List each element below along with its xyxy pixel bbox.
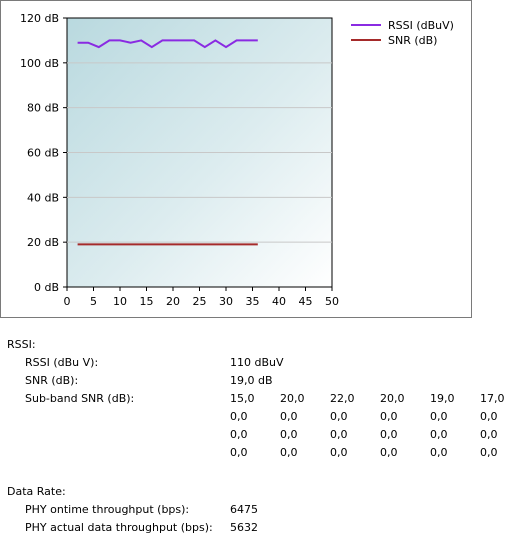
y-tick-label: 40 dB bbox=[27, 191, 59, 204]
subband-snr-cell: 0,0 bbox=[280, 410, 298, 423]
snr-value: 19,0 dB bbox=[230, 374, 273, 387]
phy-ontime-throughput-value: 6475 bbox=[230, 503, 258, 516]
rssi-section-title: RSSI: bbox=[7, 338, 36, 351]
data-rate-section-title: Data Rate: bbox=[7, 485, 66, 498]
y-tick-label: 120 dB bbox=[20, 12, 59, 25]
phy-actual-throughput-value: 5632 bbox=[230, 521, 258, 534]
y-tick-label: 20 dB bbox=[27, 236, 59, 249]
subband-snr-cell: 0,0 bbox=[480, 446, 498, 459]
y-tick-label: 100 dB bbox=[20, 57, 59, 70]
rssi-value: 110 dBuV bbox=[230, 356, 284, 369]
subband-snr-cell: 0,0 bbox=[380, 446, 398, 459]
subband-snr-cell: 0,0 bbox=[330, 410, 348, 423]
x-tick-label: 5 bbox=[90, 295, 97, 308]
x-tick-label: 10 bbox=[113, 295, 127, 308]
subband-snr-cell: 0,0 bbox=[380, 410, 398, 423]
subband-snr-cell: 15,0 bbox=[230, 392, 255, 405]
legend: RSSI (dBuV) SNR (dB) bbox=[351, 19, 454, 47]
x-tick-label: 50 bbox=[325, 295, 339, 308]
snr-label: SNR (dB): bbox=[25, 374, 79, 387]
x-tick-label: 45 bbox=[299, 295, 313, 308]
rssi-snr-chart: 0 dB 20 dB 40 dB 60 dB 80 dB 100 dB 120 dB 0 5 10… bbox=[20, 12, 454, 308]
axes: 0 dB 20 dB 40 dB 60 dB 80 dB 100 dB 120 dB 0 5 10… bbox=[20, 12, 339, 308]
subband-snr-cell: 0,0 bbox=[430, 446, 448, 459]
subband-snr-cell: 0,0 bbox=[480, 410, 498, 423]
subband-snr-cell: 0,0 bbox=[280, 428, 298, 441]
subband-snr-cell: 0,0 bbox=[280, 446, 298, 459]
x-tick-label: 0 bbox=[64, 295, 71, 308]
y-tick-label: 80 dB bbox=[27, 102, 59, 115]
subband-snr-cell: 20,0 bbox=[280, 392, 305, 405]
subband-snr-cell: 20,0 bbox=[380, 392, 405, 405]
series bbox=[77, 39, 258, 246]
grid bbox=[67, 62, 332, 243]
x-tick-label: 30 bbox=[219, 295, 233, 308]
subband-snr-cell: 0,0 bbox=[230, 410, 248, 423]
subband-snr-cell: 19,0 bbox=[430, 392, 455, 405]
subband-snr-cell: 0,0 bbox=[480, 428, 498, 441]
x-tick-label: 15 bbox=[140, 295, 154, 308]
subband-snr-cell: 0,0 bbox=[380, 428, 398, 441]
subband-snr-cell: 0,0 bbox=[430, 428, 448, 441]
chart-panel: 0 dB 20 dB 40 dB 60 dB 80 dB 100 dB 120 dB 0 5 10… bbox=[0, 0, 472, 318]
subband-snr-cell: 0,0 bbox=[330, 446, 348, 459]
subband-snr-cell: 17,0 bbox=[480, 392, 505, 405]
subband-snr-cell: 0,0 bbox=[230, 446, 248, 459]
y-tick-label: 0 dB bbox=[34, 281, 59, 294]
x-tick-label: 35 bbox=[246, 295, 260, 308]
legend-label: RSSI (dBuV) bbox=[388, 19, 454, 32]
subband-snr-cell: 0,0 bbox=[330, 428, 348, 441]
x-tick-label: 20 bbox=[166, 295, 180, 308]
subband-snr-cell: 0,0 bbox=[430, 410, 448, 423]
x-tick-label: 40 bbox=[272, 295, 286, 308]
phy-ontime-throughput-label: PHY ontime throughput (bps): bbox=[25, 503, 190, 516]
rssi-label: RSSI (dBu V): bbox=[25, 356, 99, 369]
series-line-rssi bbox=[77, 39, 258, 49]
subband-snr-cell: 22,0 bbox=[330, 392, 355, 405]
phy-actual-throughput-label: PHY actual data throughput (bps): bbox=[25, 521, 213, 534]
subband-snr-cell: 0,0 bbox=[230, 428, 248, 441]
y-tick-label: 60 dB bbox=[27, 147, 59, 160]
legend-label: SNR (dB) bbox=[388, 34, 437, 47]
subband-snr-label: Sub-band SNR (dB): bbox=[25, 392, 135, 405]
x-tick-label: 25 bbox=[193, 295, 207, 308]
